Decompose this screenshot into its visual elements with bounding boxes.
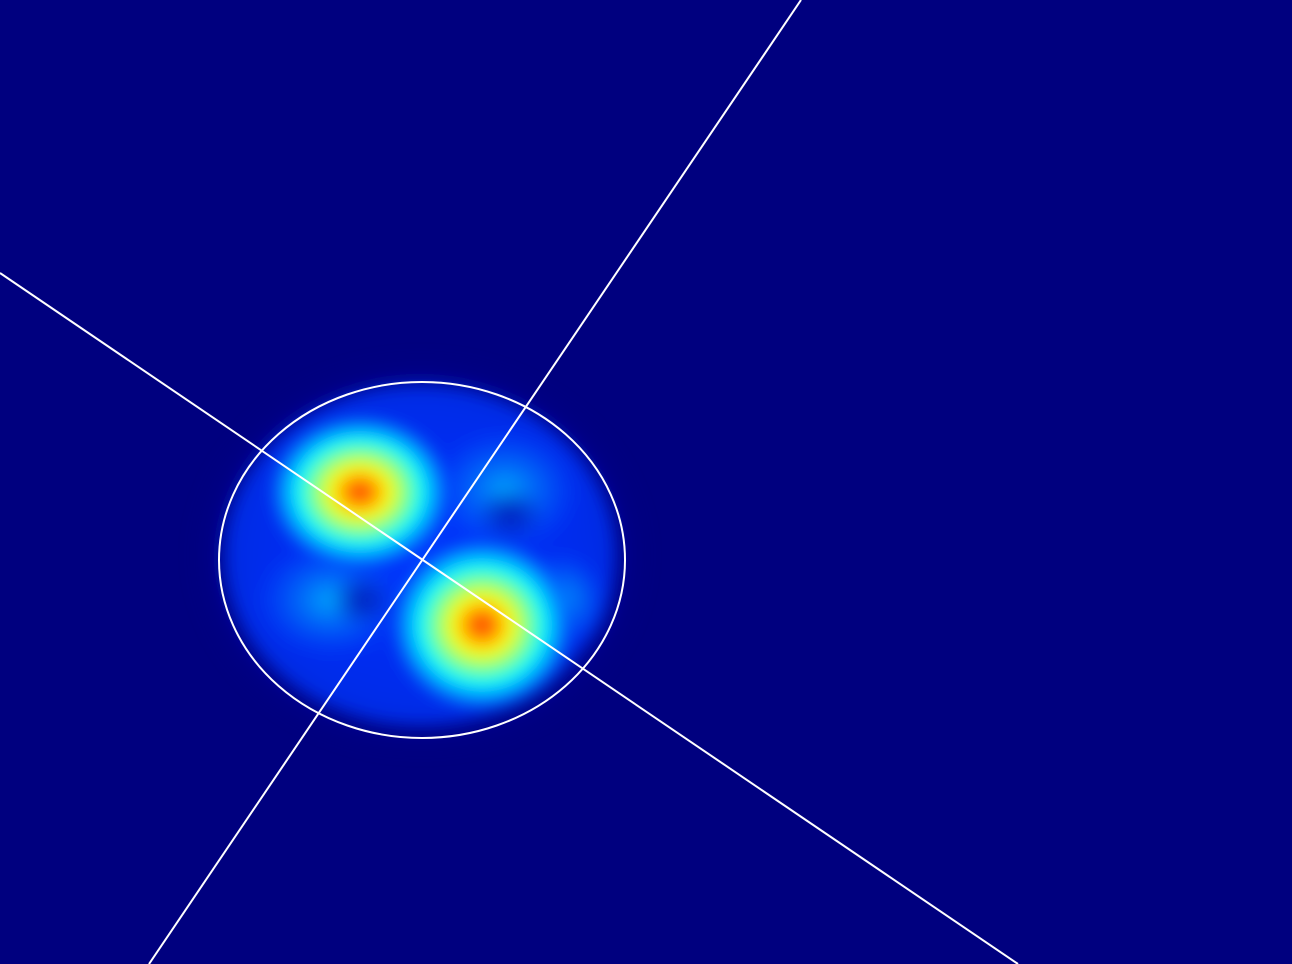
dark-hole-right (475, 487, 545, 543)
dark-hole-left (330, 572, 394, 628)
fit-overlay (0, 0, 1019, 964)
fit-ellipse (218, 381, 626, 739)
minor-axis-line (148, 0, 802, 964)
hot-lobe-lower-right (387, 535, 577, 715)
beam-intensity (185, 350, 655, 760)
hot-lobe-upper-left (265, 412, 455, 572)
major-axis-line (0, 272, 1019, 964)
